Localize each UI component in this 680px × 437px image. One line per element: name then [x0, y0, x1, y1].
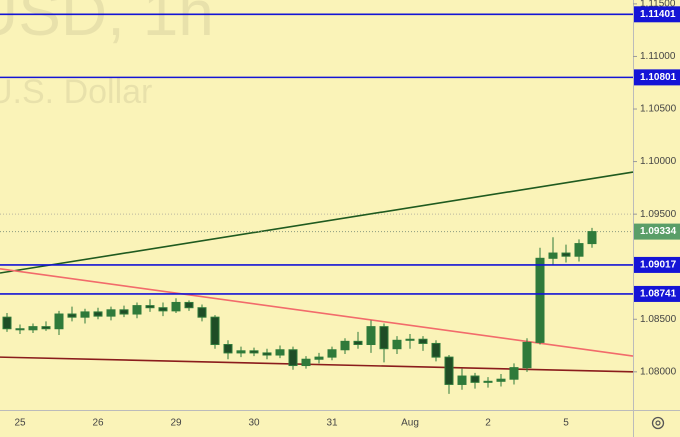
candle-body — [431, 342, 441, 358]
x-tick-label: 2 — [485, 418, 491, 429]
candle-body — [379, 326, 389, 350]
candle-body — [236, 350, 246, 354]
candle-body — [314, 356, 324, 360]
watermark-subtitle: U.S. Dollar — [0, 73, 152, 111]
y-tick-label: 1.08500 — [640, 314, 677, 325]
candle-body — [418, 338, 428, 344]
y-tick-label: 1.10000 — [640, 156, 677, 167]
candle-body — [392, 339, 402, 350]
candle-body — [210, 316, 220, 346]
candle-body — [106, 309, 116, 317]
candle-body — [548, 252, 558, 259]
y-tick-label: 1.10500 — [640, 104, 677, 115]
y-tick-label: 1.11500 — [640, 0, 676, 10]
candle-body — [28, 326, 38, 331]
candle-body — [80, 311, 90, 318]
y-tick-label: 1.09500 — [640, 209, 677, 220]
gear[interactable] — [651, 416, 665, 430]
level-label-box — [634, 69, 680, 86]
trend-line — [0, 171, 634, 274]
candle-body — [2, 316, 12, 330]
candle-body — [587, 231, 597, 245]
candle-body — [483, 380, 493, 383]
candle-body — [301, 358, 311, 367]
candle-body — [41, 326, 51, 330]
current-price-label: 1.09334 — [640, 226, 677, 237]
candle-body — [15, 328, 25, 331]
gear-hub[interactable] — [655, 420, 661, 426]
candle-body — [366, 326, 376, 346]
level-label: 1.09017 — [640, 260, 677, 271]
watermark: USD, 1h — [0, 0, 214, 49]
level-label-box — [634, 256, 680, 273]
candle-body — [54, 313, 64, 330]
y-tick-label: 1.11000 — [640, 51, 676, 62]
settings-icon[interactable] — [651, 416, 665, 430]
x-tick-label: 31 — [326, 418, 338, 429]
candle-body — [93, 311, 103, 317]
level-label-box — [634, 285, 680, 302]
candle-body — [340, 340, 350, 351]
candle-body — [522, 341, 532, 369]
candle-body — [353, 340, 363, 346]
x-tick-label: Aug — [401, 418, 419, 429]
candle-body — [509, 367, 519, 380]
candle-body — [171, 301, 181, 312]
candle-body — [574, 243, 584, 257]
candle-body — [67, 313, 77, 318]
candle-body — [561, 252, 571, 257]
level-label: 1.08741 — [640, 289, 677, 300]
level-label: 1.11401 — [640, 9, 676, 20]
candle-body — [288, 349, 298, 367]
candle-body — [535, 257, 545, 343]
x-tick-label: 30 — [248, 418, 260, 429]
level-label-box — [634, 6, 680, 23]
candle-body — [197, 307, 207, 318]
candle-body — [470, 375, 480, 383]
x-tick-label: 26 — [92, 418, 104, 429]
candle-body — [145, 305, 155, 309]
candle-body — [184, 301, 194, 309]
candle-body — [223, 344, 233, 354]
level-label: 1.10801 — [640, 72, 677, 83]
current-price-box — [634, 223, 680, 240]
y-tick-label: 1.08000 — [640, 366, 677, 377]
candle-body — [405, 338, 415, 341]
candle-body — [496, 378, 506, 382]
x-tick-label: 29 — [170, 418, 182, 429]
candle-body — [262, 352, 272, 356]
candle-body — [457, 375, 467, 385]
candle-body — [158, 307, 168, 312]
candle-body — [444, 356, 454, 385]
candle-body — [132, 305, 142, 315]
x-tick-label: 5 — [563, 418, 569, 429]
candle-body — [275, 349, 285, 356]
candle-body — [119, 309, 129, 315]
candle-body — [249, 350, 259, 354]
x-tick-label: 25 — [14, 418, 26, 429]
candle-body — [327, 349, 337, 358]
